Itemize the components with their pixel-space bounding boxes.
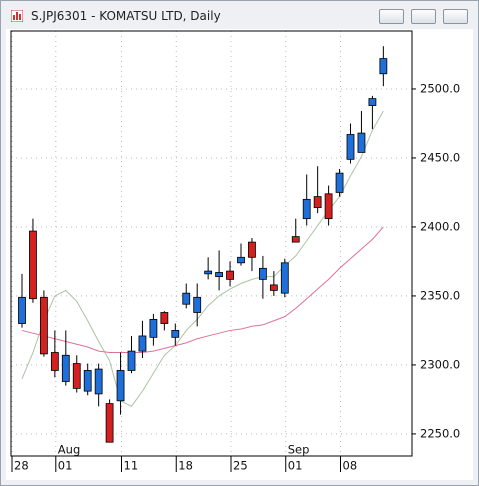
average-line [21, 110, 384, 407]
candle-body [215, 272, 224, 278]
close-button[interactable] [443, 9, 468, 24]
window-icon [11, 10, 23, 22]
x-tick-label: 11 [124, 459, 139, 473]
candle-body [29, 230, 37, 300]
candle-body [149, 318, 158, 338]
candle-body [313, 196, 322, 209]
y-tick-label: 2500.0 [420, 81, 460, 95]
candle-body [346, 134, 355, 160]
candle-body [324, 193, 333, 220]
x-tick-label: 01 [58, 459, 73, 473]
candle-body [226, 270, 234, 280]
candle-body [291, 236, 300, 243]
candle-body [72, 363, 81, 389]
candle-body [368, 98, 377, 106]
maximize-button[interactable] [411, 9, 436, 24]
candle-body [193, 296, 202, 313]
candle-body [335, 172, 344, 193]
candle-body [94, 368, 103, 395]
candle-body [83, 370, 92, 392]
candle-body [160, 312, 169, 324]
candle-body [379, 58, 388, 75]
candle-body [258, 267, 267, 280]
candle-body [248, 241, 256, 258]
x-tick-label: 28 [14, 459, 29, 473]
x-tick-label: 08 [343, 459, 358, 473]
candle-body [269, 284, 278, 291]
title-bar: S.JPJ6301 - KOMATSU LTD, Daily [1, 1, 478, 29]
candle-body [237, 256, 245, 264]
y-tick-label: 2450.0 [420, 150, 460, 164]
x-tick-label: 01 [288, 459, 303, 473]
candle-body [138, 335, 147, 352]
plot-border [10, 30, 413, 457]
candle-body [127, 350, 136, 371]
candle-body [50, 352, 59, 371]
x-tick-label: 18 [178, 459, 193, 473]
candle-body [116, 370, 125, 402]
y-tick-label: 2350.0 [420, 288, 460, 302]
candle-body [40, 296, 48, 355]
y-tick-label: 2300.0 [420, 357, 460, 371]
candle-body [204, 270, 213, 275]
y-tick-label: 2250.0 [420, 426, 460, 440]
y-tick-label: 2400.0 [420, 219, 460, 233]
candle-body [105, 403, 114, 443]
window-title: S.JPJ6301 - KOMATSU LTD, Daily [31, 9, 221, 23]
candle-body [357, 132, 366, 153]
average-line [21, 226, 384, 354]
candle-body [61, 354, 70, 382]
candle-body [171, 330, 180, 338]
minimize-button[interactable] [379, 9, 404, 24]
chart-area [6, 29, 473, 480]
candle-body [280, 262, 289, 294]
candle-body [182, 292, 191, 305]
x-tick-label: 25 [233, 459, 248, 473]
candle-body [302, 198, 311, 220]
month-label: Aug [58, 443, 80, 457]
candle-body [18, 296, 26, 324]
month-label: Sep [288, 443, 310, 457]
